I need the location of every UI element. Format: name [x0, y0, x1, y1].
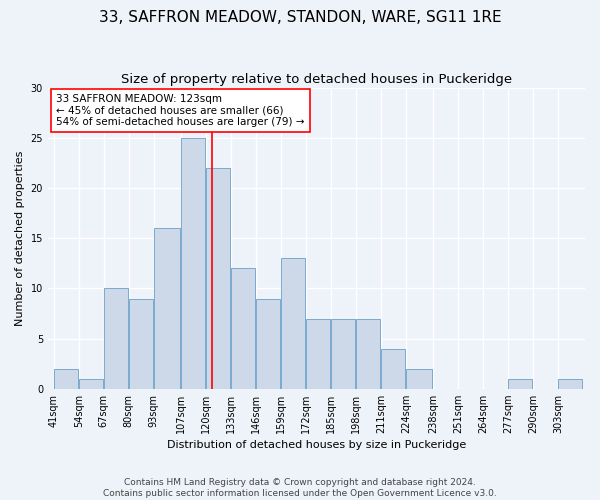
Bar: [331, 318, 355, 388]
Bar: [356, 318, 380, 388]
Bar: [508, 378, 532, 388]
Text: 33, SAFFRON MEADOW, STANDON, WARE, SG11 1RE: 33, SAFFRON MEADOW, STANDON, WARE, SG11 …: [98, 10, 502, 25]
Bar: [256, 298, 280, 388]
X-axis label: Distribution of detached houses by size in Puckeridge: Distribution of detached houses by size …: [167, 440, 466, 450]
Bar: [79, 378, 103, 388]
Text: 33 SAFFRON MEADOW: 123sqm
← 45% of detached houses are smaller (66)
54% of semi-: 33 SAFFRON MEADOW: 123sqm ← 45% of detac…: [56, 94, 304, 128]
Bar: [281, 258, 305, 388]
Bar: [53, 368, 78, 388]
Bar: [129, 298, 153, 388]
Bar: [206, 168, 230, 388]
Bar: [306, 318, 330, 388]
Text: Contains HM Land Registry data © Crown copyright and database right 2024.
Contai: Contains HM Land Registry data © Crown c…: [103, 478, 497, 498]
Y-axis label: Number of detached properties: Number of detached properties: [15, 150, 25, 326]
Bar: [154, 228, 180, 388]
Title: Size of property relative to detached houses in Puckeridge: Size of property relative to detached ho…: [121, 72, 512, 86]
Bar: [104, 288, 128, 388]
Bar: [231, 268, 255, 388]
Bar: [558, 378, 582, 388]
Bar: [181, 138, 205, 388]
Bar: [381, 348, 405, 389]
Bar: [406, 368, 432, 388]
